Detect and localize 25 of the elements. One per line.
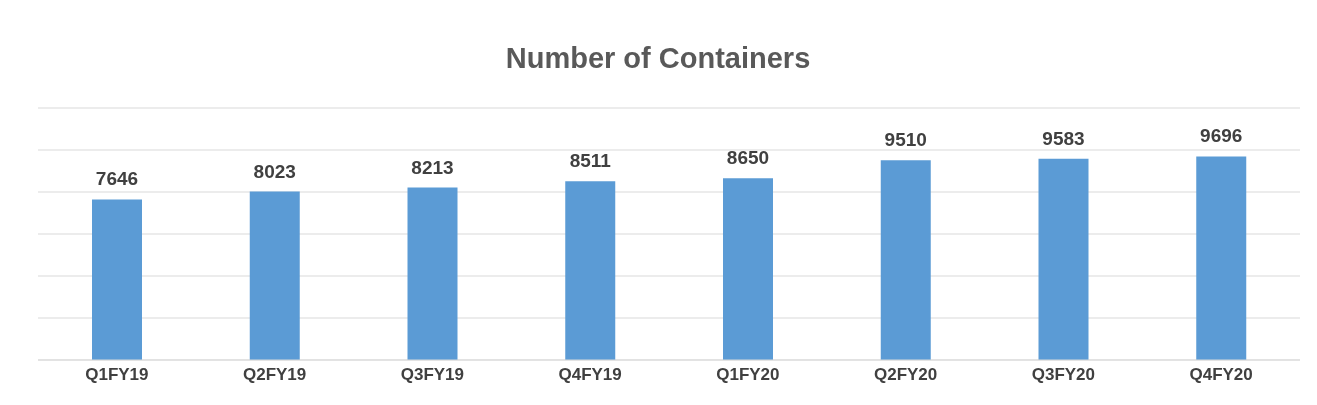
bar [880,160,931,360]
x-tick-label: Q3FY20 [1031,365,1096,385]
bar [407,187,458,360]
bar [565,181,616,360]
bar [249,191,300,360]
data-label: 9696 [1200,125,1243,147]
data-label: 8023 [253,160,296,182]
chart-title: Number of Containers [504,42,812,75]
bar [1038,158,1089,360]
x-tick-label: Q1FY19 [85,365,149,385]
bar [92,199,142,360]
data-label: 9510 [884,129,927,151]
x-tick-label: Q1FY20 [716,365,780,385]
bar [1196,156,1247,360]
data-label: 9583 [1042,127,1085,149]
x-tick-label: Q2FY19 [242,365,307,385]
data-label: 8650 [726,147,770,169]
data-label: 8511 [569,150,612,172]
bar [723,178,773,360]
x-tick-label: Q4FY20 [1189,365,1253,385]
x-tick-label: Q2FY20 [873,365,938,385]
data-label: 8213 [411,156,454,178]
x-tick-label: Q3FY19 [400,365,465,385]
x-tick-label: Q4FY19 [558,365,622,385]
data-label: 7646 [95,168,139,190]
